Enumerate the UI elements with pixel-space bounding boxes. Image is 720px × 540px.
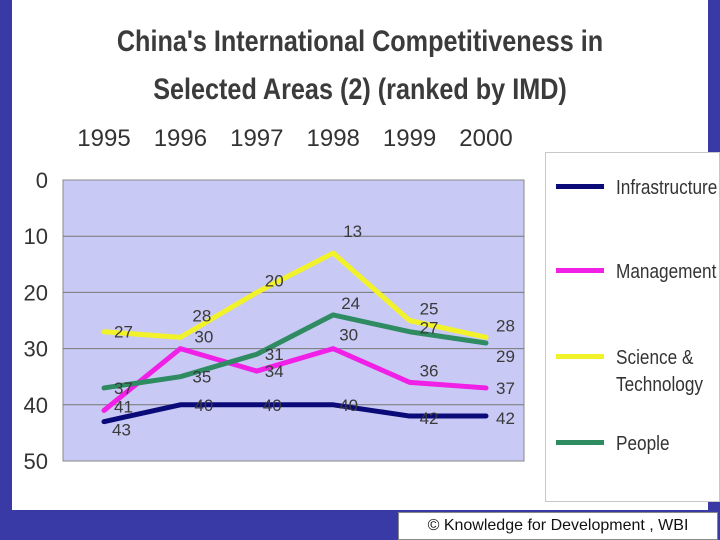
data-label: 25 bbox=[420, 300, 439, 319]
x-tick-label: 1998 bbox=[307, 125, 360, 152]
legend-swatch-management bbox=[556, 268, 604, 273]
data-label: 29 bbox=[496, 347, 515, 366]
series-line-people bbox=[101, 312, 489, 391]
data-label: 28 bbox=[496, 316, 515, 335]
data-label: 30 bbox=[194, 328, 213, 347]
data-label: 28 bbox=[192, 306, 211, 325]
data-label: 42 bbox=[420, 409, 439, 428]
y-tick-label: 10 bbox=[24, 224, 48, 249]
data-label: 27 bbox=[420, 319, 439, 338]
legend-swatch-people bbox=[556, 440, 604, 445]
legend-swatch-science-technology bbox=[556, 354, 604, 359]
y-tick-label: 0 bbox=[36, 168, 48, 193]
legend-label-science-technology: Science & Technology bbox=[616, 347, 704, 396]
data-label: 24 bbox=[341, 294, 360, 313]
x-tick-label: 2000 bbox=[459, 125, 512, 152]
data-label: 34 bbox=[265, 362, 284, 381]
copyright-notice: © Knowledge for Development , WBI bbox=[398, 512, 718, 540]
legend-swatch-infrastructure bbox=[556, 184, 604, 189]
series-line-infrastructure bbox=[101, 402, 489, 425]
chart-title: China's International Competitiveness in… bbox=[68, 18, 653, 114]
data-label: 43 bbox=[112, 421, 131, 440]
y-tick-label: 30 bbox=[24, 337, 48, 362]
series-line-management bbox=[101, 346, 489, 413]
data-label: 13 bbox=[343, 222, 362, 241]
data-label: 31 bbox=[265, 345, 284, 364]
y-tick-label: 50 bbox=[24, 449, 48, 474]
x-tick-label: 1995 bbox=[77, 125, 130, 152]
slide: China's International Competitiveness in… bbox=[12, 0, 720, 510]
y-tick-label: 20 bbox=[24, 280, 48, 305]
data-label: 37 bbox=[114, 379, 133, 398]
series-line-science-technology bbox=[101, 250, 489, 340]
data-label: 40 bbox=[194, 396, 213, 415]
data-label: 37 bbox=[496, 379, 515, 398]
data-label: 30 bbox=[339, 326, 358, 345]
data-label: 20 bbox=[265, 271, 284, 290]
data-label: 41 bbox=[114, 397, 133, 416]
data-label: 42 bbox=[496, 409, 515, 428]
legend-label-infrastructure: Infrastructure bbox=[616, 177, 718, 199]
chart-title-line-1: China's International Competitiveness in bbox=[116, 25, 604, 58]
data-label: 36 bbox=[420, 361, 439, 380]
data-label: 35 bbox=[192, 368, 211, 387]
x-tick-label: 1997 bbox=[230, 125, 283, 152]
legend: Infrastructure Management Science & Tech… bbox=[545, 152, 720, 502]
line-chart: 0 10 20 30 40 50 1995 1996 1997 1998 1999 2000 43 40 4… bbox=[24, 125, 525, 474]
data-label: 40 bbox=[263, 396, 282, 415]
x-tick-label: 1996 bbox=[154, 125, 207, 152]
legend-label-management: Management bbox=[616, 261, 717, 283]
chart-title-line-2: Selected Areas (2) (ranked by IMD) bbox=[153, 73, 567, 106]
plot-area bbox=[62, 179, 525, 462]
data-label: 27 bbox=[114, 323, 133, 342]
x-tick-label: 1999 bbox=[383, 125, 436, 152]
legend-label-people: People bbox=[616, 433, 670, 455]
data-label: 40 bbox=[339, 396, 358, 415]
y-tick-label: 40 bbox=[24, 393, 48, 418]
